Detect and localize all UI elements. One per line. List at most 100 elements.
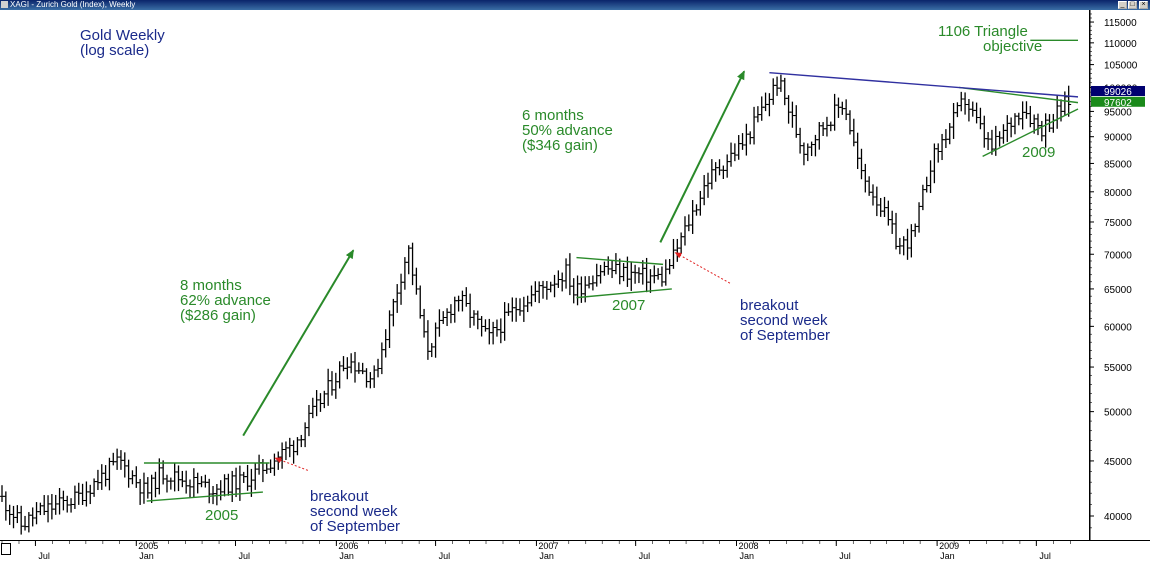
price-tick-label: 60000 — [1104, 322, 1132, 333]
ohlc-bar — [18, 505, 24, 535]
ohlc-bar — [129, 470, 135, 485]
ohlc-bar — [809, 141, 815, 157]
ohlc-bar — [475, 310, 481, 330]
ohlc-bar — [985, 132, 991, 151]
ohlc-bar — [525, 295, 531, 313]
ohlc-bar — [659, 266, 665, 287]
ohlc-bar — [947, 123, 953, 145]
window-title: XAGI - Zurich Gold (Index), Weekly — [10, 0, 136, 9]
ohlc-bar — [103, 465, 109, 487]
ohlc-bar — [724, 154, 730, 178]
ohlc-bar — [172, 462, 178, 492]
ohlc-bar — [1039, 120, 1045, 142]
ohlc-bar — [122, 452, 128, 478]
ohlc-bar — [206, 478, 212, 504]
ohlc-bar — [444, 308, 450, 327]
ohlc-bar — [628, 261, 634, 291]
ohlc-bar — [789, 101, 795, 128]
ohlc-bar — [195, 472, 201, 494]
price-tick-label: 95000 — [1104, 107, 1132, 118]
minimize-button[interactable]: _ — [1118, 1, 1127, 9]
ohlc-bar — [582, 276, 588, 303]
ohlc-bar — [145, 477, 151, 499]
month-tick-label: Jan — [539, 551, 554, 561]
year-tick-label: 2005 — [138, 541, 158, 551]
ohlc-bar — [720, 165, 726, 180]
pattern-line — [982, 108, 1079, 157]
breakout2-label-line3: of September — [740, 327, 831, 344]
ohlc-bar — [575, 275, 581, 306]
ohlc-bar — [421, 308, 427, 338]
advance2-label-line2: 50% advance — [522, 122, 613, 139]
ohlc-bar — [268, 459, 274, 474]
ohlc-bar — [670, 238, 676, 269]
ohlc-bar — [340, 356, 346, 372]
ohlc-bar — [152, 471, 158, 498]
ohlc-bar — [1023, 101, 1029, 119]
ohlc-bar — [310, 397, 316, 419]
ohlc-bar — [559, 272, 565, 292]
ohlc-bar — [256, 454, 262, 475]
ohlc-bar — [939, 133, 945, 161]
ohlc-bar — [736, 135, 742, 160]
ohlc-bar — [344, 357, 350, 380]
ohlc-bar — [517, 298, 523, 316]
ohlc-bar — [812, 134, 818, 157]
ohlc-bar — [379, 342, 385, 375]
price-tick-label: 50000 — [1104, 408, 1132, 419]
ohlc-bar — [53, 494, 59, 515]
ohlc-bar — [425, 320, 431, 360]
plot-area[interactable] — [0, 10, 1090, 540]
ohlc-bar — [571, 278, 577, 304]
breakout-pointer — [674, 251, 731, 284]
ohlc-bar — [210, 485, 216, 505]
ohlc-bar — [690, 200, 696, 234]
price-tick-label: 40000 — [1104, 512, 1132, 523]
ohlc-bar — [30, 507, 36, 527]
advance1-label-line3: ($286 gain) — [180, 307, 256, 324]
maximize-button[interactable]: □ — [1128, 1, 1137, 9]
ohlc-bar — [459, 290, 465, 312]
ohlc-bar — [885, 200, 891, 226]
ohlc-bar — [640, 260, 646, 285]
date-axis[interactable]: Jul Jan 2005 Jul 2006 Jan Jul Jan 2007 Jul Jan 2008… — [0, 540, 1150, 561]
ohlc-bar — [778, 74, 784, 92]
ohlc-bar — [348, 353, 354, 374]
scroll-corner-box[interactable] — [1, 543, 11, 555]
ohlc-bar — [958, 91, 964, 112]
close-button[interactable]: × — [1139, 1, 1148, 9]
advance-arrow — [659, 70, 746, 243]
ohlc-bar — [505, 303, 511, 316]
month-tick-label: Jul — [439, 551, 451, 561]
ohlc-bar — [337, 361, 343, 389]
month-tick-label: Jan — [139, 551, 154, 561]
ohlc-bar — [977, 107, 983, 130]
month-tick-label: Jul — [839, 551, 851, 561]
price-axis[interactable]: 40000 45000 50000 55000 60000 65000 70000 75000… — [1089, 10, 1150, 540]
ohlc-bar — [797, 127, 803, 154]
ohlc-bar — [498, 318, 504, 344]
price-tick-label: 55000 — [1104, 363, 1132, 374]
advance1-label-line1: 8 months — [180, 277, 242, 294]
ohlc-bar — [966, 99, 972, 122]
ohlc-bar — [770, 78, 776, 105]
ohlc-bar — [920, 184, 926, 211]
ohlc-bar — [383, 329, 389, 358]
ohlc-bar — [824, 116, 830, 137]
breakout2-label-line2: second week — [740, 312, 828, 329]
ohlc-bar — [482, 319, 488, 332]
ohlc-bar — [329, 371, 335, 396]
ohlc-bar — [390, 298, 396, 327]
app-icon — [1, 1, 8, 8]
ohlc-bar — [333, 372, 339, 399]
ohlc-bar — [870, 184, 876, 206]
ohlc-bar — [563, 258, 569, 289]
ohlc-bar — [202, 474, 208, 488]
ohlc-bar — [237, 465, 243, 501]
pattern-lines — [143, 39, 1079, 502]
ohlc-bar — [970, 101, 976, 117]
ohlc-bar — [245, 464, 251, 491]
ohlc-bar — [935, 143, 941, 163]
ohlc-bar — [997, 131, 1003, 147]
